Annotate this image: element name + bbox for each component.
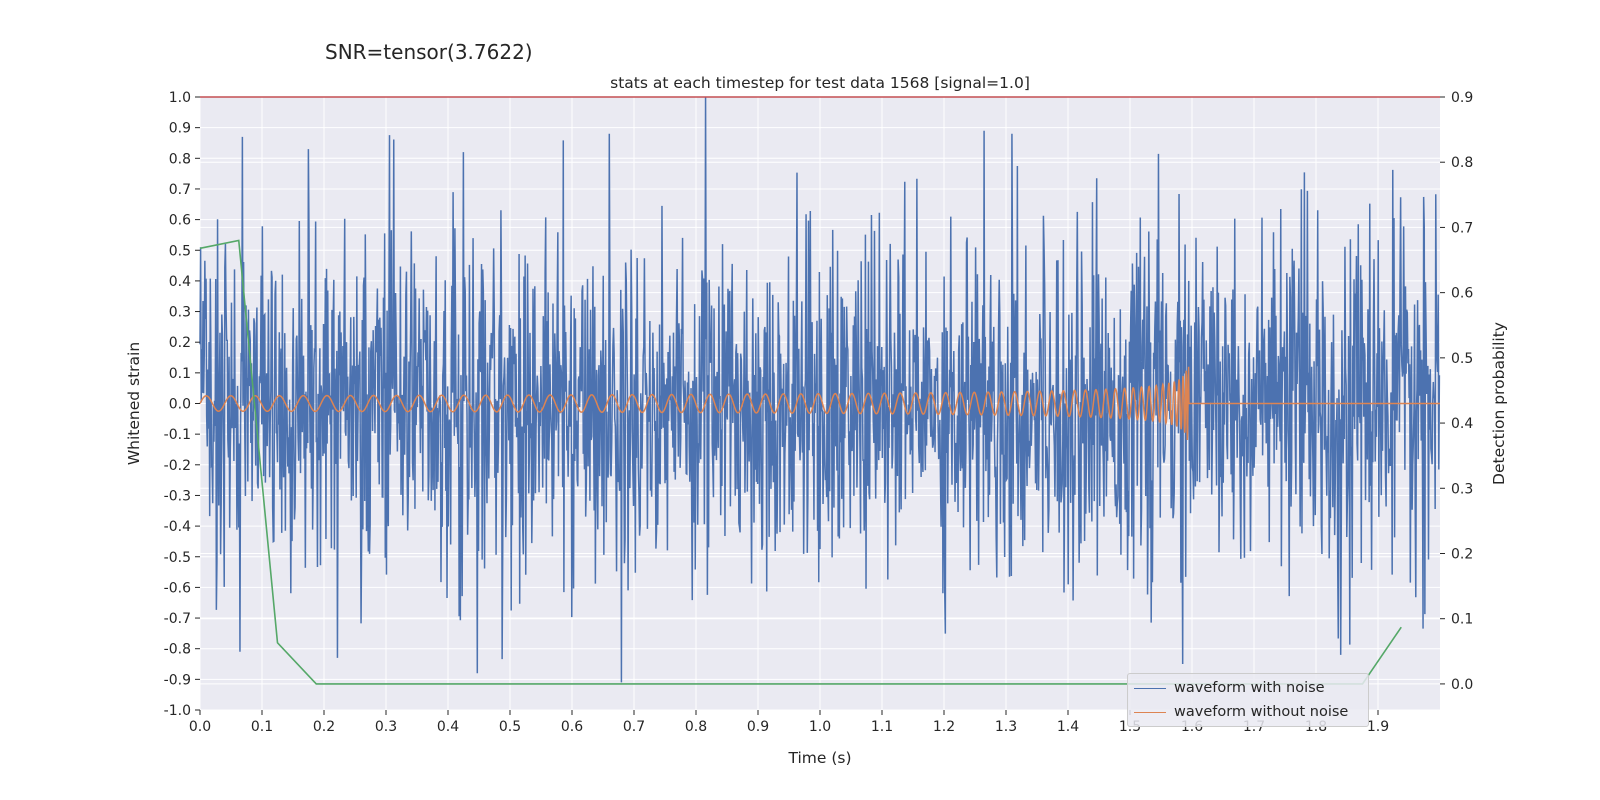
legend-item-noise: waveform with noise — [1134, 677, 1325, 699]
y-tick-label: 0.0 — [169, 397, 191, 413]
x-tick-label: 0.6 — [561, 719, 583, 735]
y-tick-label: 0.5 — [169, 243, 191, 259]
y2-tick-label: 0.2 — [1451, 546, 1473, 562]
y-tick-label: 0.4 — [169, 274, 191, 290]
y-axis-label: Whitened strain — [125, 342, 143, 465]
legend: waveform with noise waveform without noi… — [1127, 673, 1369, 727]
axes-layer: 0.0 0.1 0.2 0.3 0.4 0.5 0.6 0.7 0.8 0.9 1.0 1.1 1.2 1… — [164, 90, 1474, 735]
y2-tick-label: 0.0 — [1451, 677, 1473, 693]
y-tick-label: 0.8 — [169, 151, 191, 167]
y2-tick-label: 0.5 — [1451, 351, 1473, 367]
y-tick-label: 0.1 — [169, 366, 191, 382]
x-tick-label: 0.1 — [251, 719, 273, 735]
y-tick-label: -0.9 — [164, 672, 191, 688]
series-waveform-without-noise — [199, 366, 1440, 441]
x-tick-label: 0.3 — [375, 719, 397, 735]
y-tick-label: -1.0 — [164, 703, 191, 719]
y2-tick-label: 0.7 — [1451, 220, 1473, 236]
x-tick-label: 1.2 — [933, 719, 955, 735]
y-tick-label: 1.0 — [169, 90, 191, 106]
y-tick-label: -0.5 — [164, 550, 191, 566]
legend-label-clean: waveform without noise — [1174, 704, 1349, 720]
y2-tick-label: 0.1 — [1451, 612, 1473, 628]
suptitle: SNR=tensor(3.7622) — [325, 40, 533, 64]
y-tick-label: -0.3 — [164, 488, 191, 504]
x-tick-label: 0.4 — [437, 719, 459, 735]
x-axis-label: Time (s) — [787, 749, 851, 767]
y2-tick-label: 0.6 — [1451, 286, 1473, 302]
y-tick-label: 0.6 — [169, 213, 191, 229]
x-tick-label: 1.3 — [995, 719, 1017, 735]
y-tick-label: -0.2 — [164, 458, 191, 474]
y-tick-label: -0.1 — [164, 427, 191, 443]
y2-tick-label: 0.3 — [1451, 481, 1473, 497]
y2-tick-label: 0.9 — [1451, 90, 1473, 106]
x-tick-label: 1.1 — [871, 719, 893, 735]
legend-swatch-noise — [1134, 687, 1166, 689]
x-tick-label: 1.4 — [1057, 719, 1079, 735]
y2-axis-label: Detection probability — [1490, 322, 1508, 485]
x-tick-label: 1.0 — [809, 719, 831, 735]
x-tick-label: 1.9 — [1367, 719, 1389, 735]
x-tick-label: 0.7 — [623, 719, 645, 735]
x-tick-label: 0.5 — [499, 719, 521, 735]
series-layer — [199, 96, 1441, 685]
y-tick-label: 0.9 — [169, 121, 191, 137]
x-tick-label: 0.2 — [313, 719, 335, 735]
y-tick-label: -0.4 — [164, 519, 191, 535]
legend-item-clean: waveform without noise — [1134, 701, 1348, 723]
x-tick-label: 0.8 — [685, 719, 707, 735]
x-tick-label: 0.9 — [747, 719, 769, 735]
legend-label-noise: waveform with noise — [1174, 680, 1325, 696]
y2-tick-label: 0.4 — [1451, 416, 1473, 432]
y2-tick-label: 0.8 — [1451, 155, 1473, 171]
legend-swatch-clean — [1134, 711, 1166, 713]
x-tick-label: 0.0 — [189, 719, 211, 735]
y-tick-label: -0.7 — [164, 611, 191, 627]
y-tick-label: -0.6 — [164, 580, 191, 596]
chart-title: stats at each timestep for test data 156… — [610, 74, 1030, 92]
y-tick-label: 0.7 — [169, 182, 191, 198]
series-detection-probability — [199, 239, 1402, 685]
y-tick-label: 0.3 — [169, 305, 191, 321]
y-tick-label: 0.2 — [169, 335, 191, 351]
series-waveform-with-noise — [199, 96, 1441, 683]
y-tick-label: -0.8 — [164, 642, 191, 658]
